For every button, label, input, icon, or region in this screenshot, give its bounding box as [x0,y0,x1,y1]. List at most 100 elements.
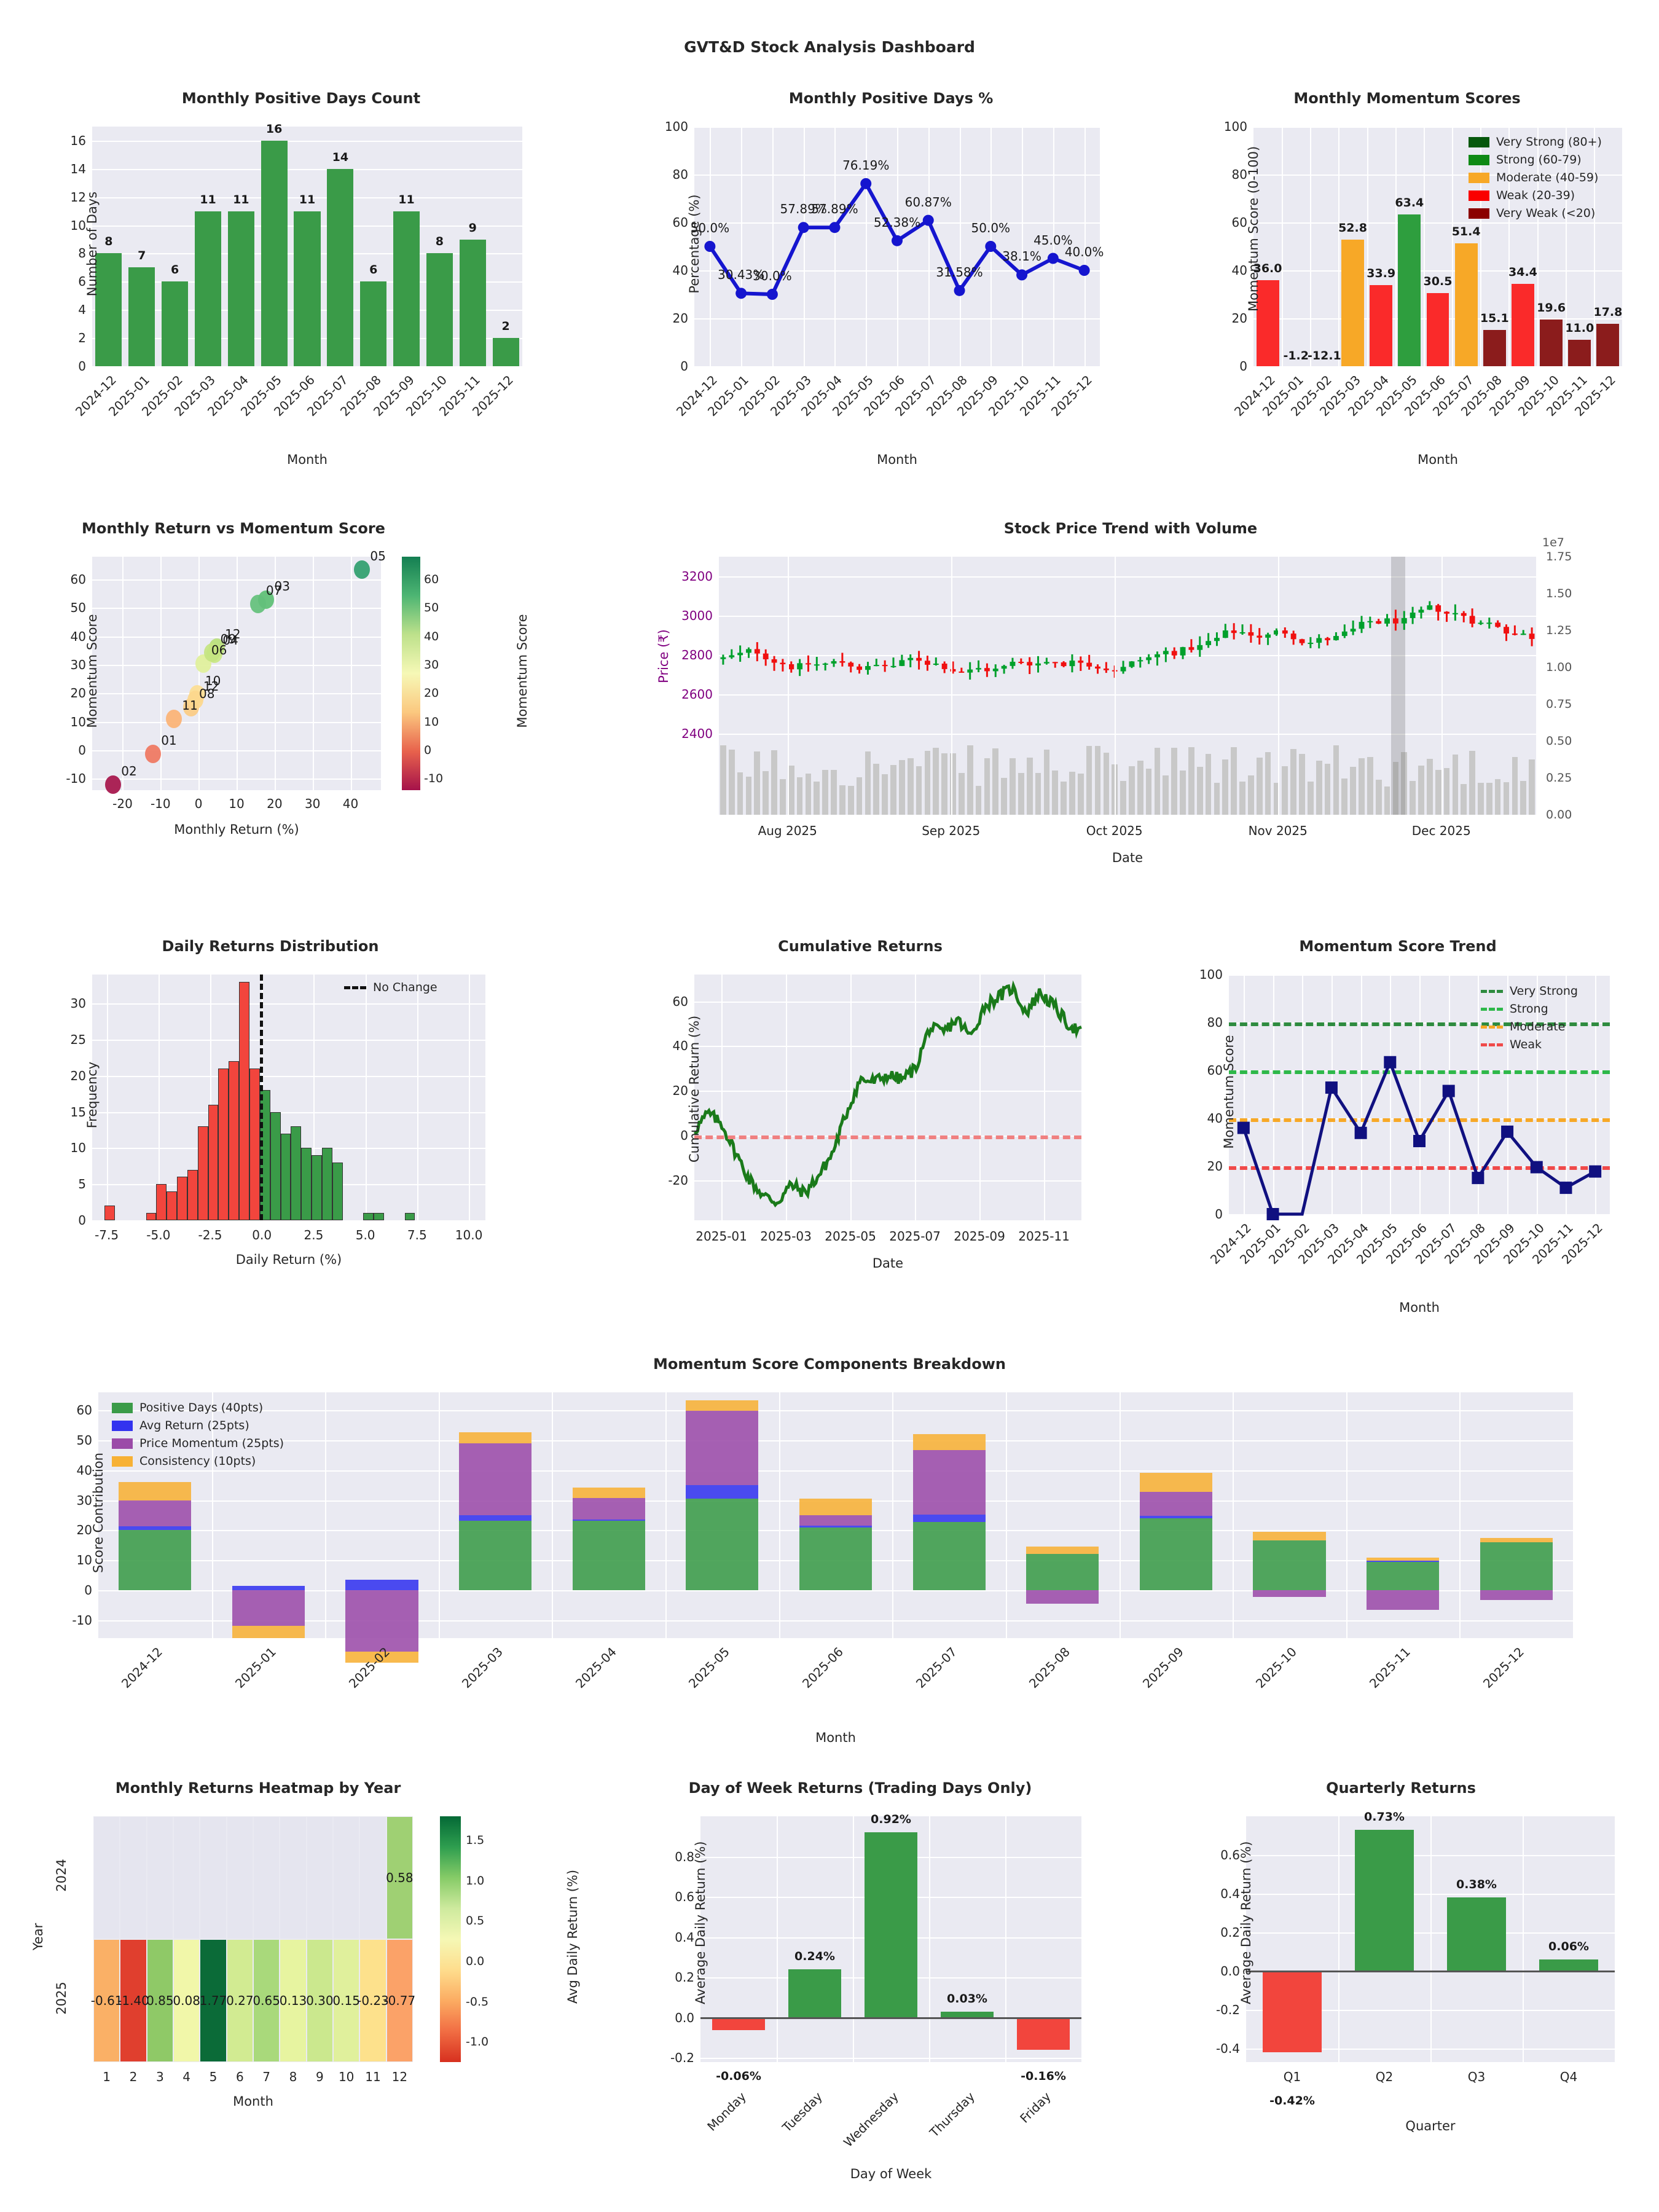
volume-tick-label: 0.75 [1546,697,1572,711]
colorbar-tick-label: 30 [424,658,439,672]
y-tick-label: 60 [672,215,688,230]
bar [788,1969,842,2018]
gridline-v [313,975,315,1220]
volume-bar [1401,751,1408,815]
stacked-segment [572,1520,645,1590]
colorbar-tick-label: -0.5 [466,1994,489,2009]
bar [1512,283,1534,366]
y-tick-label: 20 [70,1068,86,1083]
colorbar [402,557,420,790]
gridline-h [98,1620,1573,1622]
x-tick-label: 1 [103,2069,111,2084]
stacked-segment [345,1590,418,1652]
chart-title: Monthly Positive Days % [788,90,994,107]
point-label: 12 [225,627,241,642]
plot-area [93,1816,413,2062]
volume-bar [1026,757,1033,815]
histogram-bar [146,1213,157,1220]
gridline-v [1053,127,1054,366]
bar [95,253,122,366]
panel-day-of-week-returns: Day of Week Returns (Trading Days Only) -… [627,1776,1094,2181]
y-axis-label: Frequency [85,1061,100,1129]
gridline-v [438,1392,440,1638]
volume-bar [967,745,973,815]
heatmap-cell [94,1940,120,2061]
bar-value-label: 19.6 [1537,300,1566,315]
volume-bar [1375,779,1382,815]
point-label: 12 [203,678,219,694]
zero-line [700,2017,1081,2019]
gridline-h [98,1470,1573,1472]
y-tick-label: 100 [664,119,688,134]
gridline-v [787,557,789,815]
gridline-h [1229,1214,1610,1215]
y-tick-label: 0.4 [675,1929,694,1945]
heatmap-cell-value: -1.40 [117,1993,149,2008]
colorbar-tick-label: 1.0 [466,1873,485,1888]
y-tick-label: 0 [78,359,86,374]
legend: Positive Days (40pts) Avg Return (25pts) P… [112,1401,284,1472]
bar-value-label: 8 [104,235,113,249]
bar [940,2012,994,2018]
y-tick-label: 50 [70,600,86,616]
gridline-h [92,197,522,198]
histogram-bar [404,1213,415,1220]
gridline-v [915,975,917,1220]
stacked-segment [459,1520,532,1590]
volume-bar [1256,757,1263,815]
chart-title: Quarterly Returns [1326,1779,1476,1797]
volume-bar [1180,771,1186,815]
gridline-v [1338,127,1340,366]
gridline-v [106,975,108,1220]
gridline-h [694,1091,1081,1092]
gridline-v [1423,127,1425,366]
bar-value-label: -0.16% [1021,2069,1066,2083]
bar [360,281,387,366]
volume-tick-label: 0.25 [1546,771,1572,785]
y-tick-label: 40 [70,629,86,644]
gridline-h [98,1440,1573,1442]
gridline-v [834,127,836,366]
gridline-v [1367,127,1368,366]
x-tick-label: 40 [342,796,359,811]
volume-bar [1308,782,1314,815]
volume-bar [847,786,854,815]
histogram-bar [332,1162,343,1220]
x-tick-label: -20 [112,796,133,811]
y-tick-label: 80 [672,167,688,182]
bar-value-label: -12.1 [1307,349,1341,363]
volume-bar [873,763,880,815]
gridline-v [210,975,211,1220]
legend-swatch [112,1438,133,1449]
volume-bar [1248,775,1254,815]
y-tick-label: 2 [78,331,86,346]
scatter-point [204,643,221,662]
gridline-v [786,975,788,1220]
stacked-segment [1367,1557,1440,1561]
volume-bar [984,758,990,815]
gridline-h [92,1039,485,1041]
panel-momentum-score-trend: Momentum Score Trend 0 20 40 60 80 100 Very Str… [1155,934,1641,1315]
stacked-segment [686,1400,759,1411]
volume-bar [1001,777,1007,815]
legend-item: Strong (60-79) [1469,153,1602,167]
bar-value-label: 6 [369,263,378,277]
bar-value-label: 11 [398,192,415,206]
colorbar-tick-label: -1.0 [466,2035,489,2049]
histogram-bar [197,1126,208,1220]
stacked-segment [1026,1547,1099,1555]
point-label: 10 [205,673,221,689]
volume-bar [822,769,829,815]
bar-value-label: 0.03% [947,1992,987,2006]
bar-value-label: 36.0 [1253,261,1282,275]
gridline-h [719,734,1536,735]
legend-swatch [1469,190,1489,201]
legend-item: Price Momentum (25pts) [112,1437,284,1450]
stacked-segment [799,1527,873,1590]
y-tick-label: 0.2 [675,1970,694,1985]
y-axis-label: Average Daily Return (%) [693,1841,708,2004]
colorbar-label: Momentum Score [515,614,530,728]
x-axis-label: Quarter [1405,2119,1456,2133]
chart-title: Stock Price Trend with Volume [1003,520,1258,537]
stacked-segment [1253,1540,1326,1590]
